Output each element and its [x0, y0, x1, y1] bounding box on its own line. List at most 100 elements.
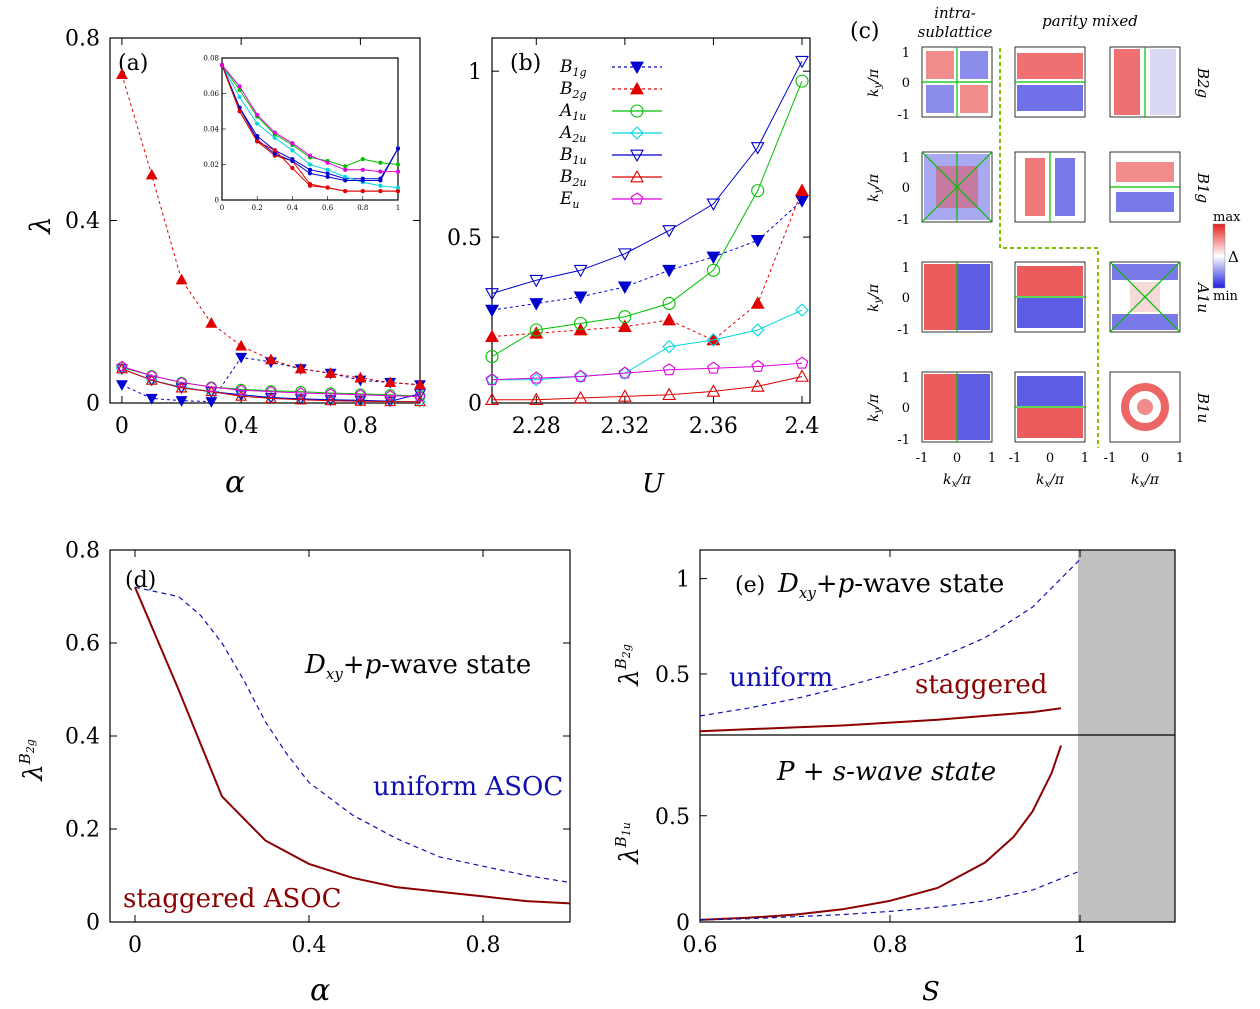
point-B2g [205, 317, 218, 328]
inset-point-B2u [272, 148, 277, 153]
heatmap-cell [1150, 49, 1176, 115]
c-xtick-label: 0 [953, 451, 961, 466]
point-B2u [529, 392, 544, 406]
c-ytick-label: -1 [897, 108, 910, 123]
point-Eu [354, 389, 366, 400]
inset-point-B2u [395, 189, 401, 194]
inset-point-A2u [290, 148, 295, 153]
c-ylabel: ky/π [866, 68, 884, 97]
inset-xtick-label: 0.6 [322, 204, 334, 212]
point-B1g [617, 281, 632, 294]
point-B2g [384, 376, 397, 388]
panel-a-ticks: 0 0.4 0.8 0 0.4 0.8 [65, 27, 420, 439]
panel-d-xtick-label: 0.4 [292, 933, 327, 958]
panel-a-ytick-label: 0.4 [65, 209, 100, 234]
point-B1u [414, 389, 426, 401]
panel-d-series [134, 586, 571, 905]
point-B2g [324, 367, 337, 378]
inset-point-Eu [307, 153, 313, 158]
inset-point-Eu [343, 167, 348, 172]
series-uniform-asoc [134, 586, 571, 884]
series-B2u [492, 376, 803, 401]
inset-ytick-label: 0.08 [203, 55, 219, 63]
panel-e-ytick-label: 1 [676, 568, 690, 593]
series-staggered-asoc [134, 586, 571, 905]
panel-d-xtick-label: 0 [128, 933, 142, 958]
panel-d-ytick-label: 0 [86, 911, 100, 936]
legend-marker-A1u [630, 104, 644, 118]
legend-marker-B2u [630, 169, 644, 183]
point-B2g [662, 312, 677, 326]
point-B2u [235, 390, 248, 401]
point-A1u [795, 74, 809, 88]
point-B2u [617, 389, 632, 402]
point-B1g [706, 251, 721, 265]
heatmap-cell [924, 264, 957, 330]
inset-ytick-label: 0 [215, 197, 219, 205]
panel-a-ytick-label: 0.8 [65, 27, 100, 52]
inset-point-B2u [378, 189, 383, 194]
point-B2u [265, 392, 277, 403]
series-B2g [491, 190, 803, 341]
panel-e-label: (e) [735, 573, 765, 598]
panel-d-ytick-label: 0.2 [65, 818, 100, 843]
colorbar [1212, 223, 1226, 289]
point-Eu [751, 359, 765, 372]
c-xtick-label: 1 [1176, 451, 1184, 466]
panel-e-shaded [1078, 550, 1175, 922]
inset-point-A2u [307, 162, 313, 167]
point-Eu [414, 390, 426, 402]
inset-point-B1g [307, 167, 313, 172]
point-B1g [235, 352, 248, 364]
panel-e-frame [699, 549, 1176, 923]
point-B2g [235, 339, 248, 351]
inset-point-Eu [360, 167, 365, 172]
panel-b-ytick-label: 0.5 [447, 226, 482, 251]
panel-c-divider [999, 48, 1099, 448]
panel-d-ylabel: λB2g [16, 739, 49, 782]
point-B2g [294, 362, 307, 374]
point-A2u [662, 339, 676, 354]
inset-point-B1g [325, 171, 330, 176]
c-xtick-label: 0 [1141, 451, 1149, 466]
heatmap-cell [1116, 162, 1174, 182]
panel-a-series [115, 68, 426, 408]
inset-point-Eu [325, 160, 330, 165]
node-line [1109, 261, 1181, 333]
point-Eu [146, 369, 158, 381]
panel-d-ytick-label: 0.6 [65, 632, 100, 657]
inset-ytick-label: 0.02 [203, 161, 219, 169]
heatmap-cell [1137, 399, 1153, 415]
legend-label-A1u: A1u [558, 101, 586, 123]
point-B1g [573, 291, 588, 304]
inset-point-A1u [395, 162, 401, 167]
inset-point-Eu [290, 141, 295, 146]
c-ytick-label: 0 [902, 76, 910, 91]
c-row-label-B1u: B1u [1194, 392, 1212, 423]
panel-a-ytick-label: 0 [86, 392, 100, 417]
node-line [921, 151, 993, 223]
series-top-uniform [699, 559, 1081, 717]
series-A2u [492, 309, 803, 381]
point-B1u [750, 142, 765, 155]
point-A1u [574, 316, 588, 330]
panel-d-state: Dxy+p-wave state [304, 650, 531, 683]
point-A2u [618, 366, 632, 380]
panel-e-xtick-label: 0.8 [873, 933, 908, 958]
heatmap-3-0 [921, 371, 993, 443]
point-Eu [795, 356, 809, 369]
panel-a-xtick-label: 0.8 [343, 414, 378, 439]
panel-b-ytick-label: 1 [468, 60, 482, 85]
panel-a: 0 0.4 0.800.40.8 (a) α λ 0 0.2 0.4 0.6 0.8 100.… [24, 27, 426, 500]
c-xtick-label: -1 [1009, 451, 1022, 466]
heatmap-cell [957, 374, 990, 440]
heatmap-cell [957, 264, 990, 330]
c-ylabel: ky/π [866, 283, 884, 312]
inset-point-A2u [237, 95, 242, 100]
inset-point-B2u [290, 166, 295, 171]
point-B1g [795, 195, 809, 208]
point-B1u [617, 248, 632, 261]
inset-series [219, 63, 401, 194]
inset-point-B2u [360, 189, 365, 194]
c-xlabel: kx/π [1036, 472, 1065, 490]
